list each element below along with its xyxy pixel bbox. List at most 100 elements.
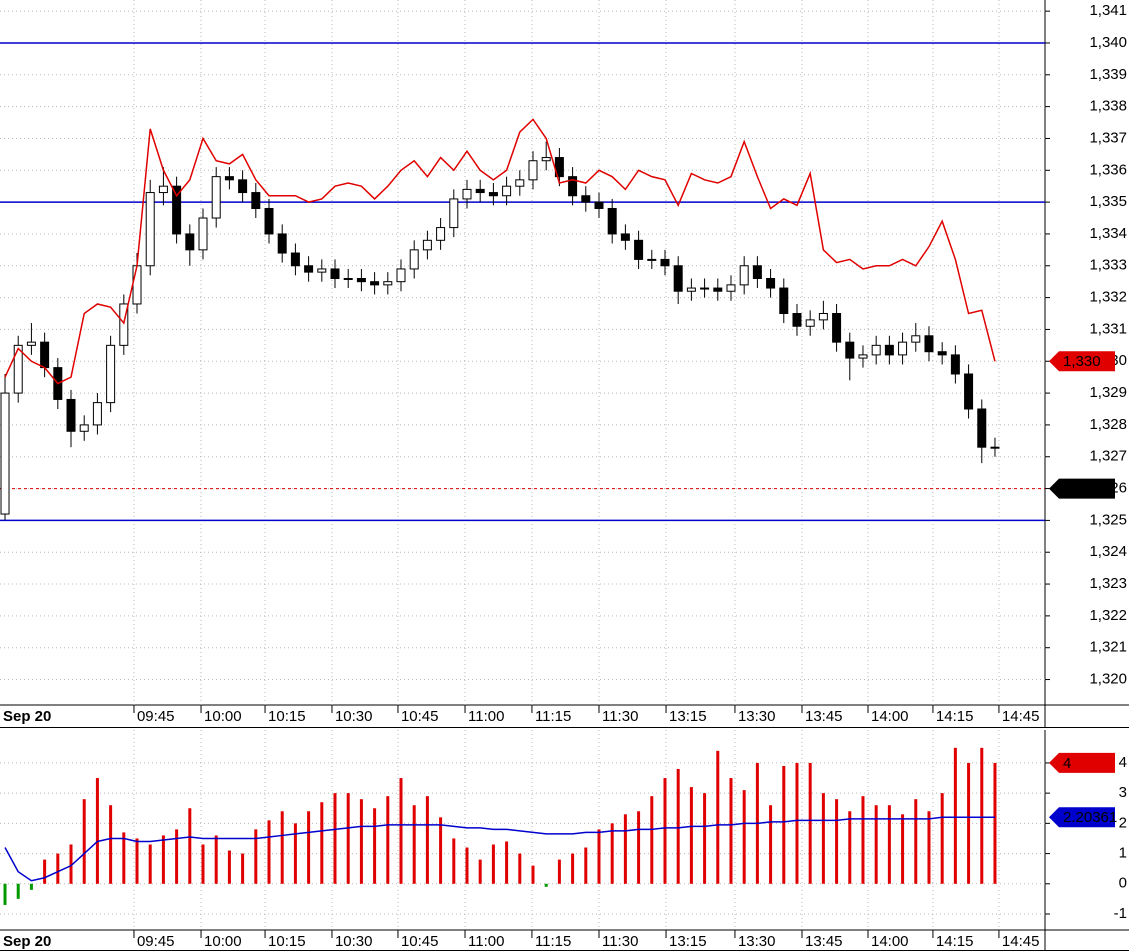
x-tick-label: 10:15: [268, 708, 306, 725]
candle-body: [0, 392, 10, 515]
bar: [201, 844, 205, 884]
bar: [175, 829, 179, 884]
bar: [412, 805, 416, 884]
candle-body: [620, 233, 630, 241]
candle-body: [779, 287, 789, 315]
candle-body: [541, 157, 551, 162]
candle-body: [436, 227, 446, 241]
bar: [676, 768, 680, 884]
x-tick-label: 10:30: [335, 933, 373, 950]
candle-body: [409, 249, 419, 270]
value-flag: [1049, 351, 1115, 372]
bar: [320, 802, 324, 884]
candle-body: [264, 207, 274, 235]
value-flag-label: 1,326: [1063, 481, 1101, 498]
x-tick-label: 13:15: [669, 708, 707, 725]
value-flag: [1049, 752, 1115, 773]
y-tick-label: 1,322: [1089, 607, 1127, 624]
candle-body: [238, 179, 248, 194]
candle-body: [224, 176, 234, 181]
candle-body: [673, 265, 683, 292]
candle-body: [977, 408, 987, 448]
x-tick-label: 09:45: [137, 708, 175, 725]
bar: [967, 762, 971, 884]
value-flag-label: 4: [1063, 755, 1071, 772]
candle-body: [79, 424, 89, 432]
y-tick-label: 1,339: [1089, 66, 1127, 83]
candle-body: [502, 185, 512, 197]
x-tick-label: 11:15: [535, 933, 571, 950]
candle-body: [726, 284, 736, 292]
bar: [795, 762, 799, 884]
bar: [637, 811, 641, 884]
y-tick-label: 1,341: [1089, 2, 1127, 19]
bar: [399, 778, 403, 884]
bar: [478, 859, 482, 884]
candle-body: [251, 192, 261, 209]
candle-body: [766, 277, 776, 289]
bar: [43, 859, 47, 884]
bar: [531, 865, 535, 884]
candle-body: [158, 185, 168, 194]
bar: [293, 823, 297, 884]
bar: [544, 883, 548, 887]
candle-body: [119, 303, 129, 346]
value-flag: [1049, 478, 1115, 499]
candle-body: [871, 344, 881, 356]
bar: [56, 853, 60, 884]
x-tick-label: 11:00: [468, 933, 504, 950]
y-tick-label: 1,327: [1089, 448, 1127, 465]
y-tick-label: 1,336: [1089, 161, 1127, 178]
y-tick-label: 1,320: [1089, 671, 1127, 688]
x-tick-label: 13:45: [805, 708, 843, 725]
bar: [161, 835, 165, 884]
x-tick-label: 10:15: [268, 933, 306, 950]
bar: [887, 805, 891, 884]
bar: [703, 793, 707, 884]
candle-body: [66, 398, 76, 432]
bar: [3, 883, 7, 905]
candle-body: [462, 188, 472, 200]
candle-body: [211, 176, 221, 219]
x-tick-label: 14:00: [871, 933, 909, 950]
bar: [465, 847, 469, 884]
bar: [993, 762, 997, 884]
x-tick-label: 13:45: [805, 933, 843, 950]
x-tick-label: 14:15: [936, 708, 974, 725]
bar: [953, 747, 957, 884]
candle-body: [528, 160, 538, 181]
candle-body: [26, 341, 36, 346]
candle-body: [290, 252, 300, 267]
bar: [914, 799, 918, 884]
bar: [518, 853, 522, 884]
candle-body: [304, 265, 314, 273]
bar: [557, 859, 561, 884]
candle-body: [647, 258, 657, 261]
bar: [663, 778, 667, 884]
candle-body: [858, 354, 868, 359]
candle-body: [950, 354, 960, 375]
x-tick-label: 10:45: [401, 708, 439, 725]
candle-body: [317, 268, 327, 273]
bar: [716, 750, 720, 884]
candle-body: [449, 198, 459, 229]
x-tick-label: 11:30: [602, 708, 638, 725]
y-tick-label: 1,321: [1089, 639, 1127, 656]
candle-body: [475, 188, 485, 194]
bar: [782, 765, 786, 884]
bar: [584, 847, 588, 884]
x-tick-label: 11:30: [602, 933, 638, 950]
x-tick-label: 10:00: [204, 933, 242, 950]
candle-body: [343, 277, 353, 280]
candle-body: [581, 195, 591, 203]
bar: [980, 747, 984, 884]
bar: [425, 796, 429, 884]
candle-body: [92, 402, 102, 426]
candle-body: [713, 287, 723, 292]
candle-body: [132, 265, 142, 305]
bar: [122, 832, 126, 884]
bar: [689, 787, 693, 884]
bar: [373, 808, 377, 884]
candle-body: [686, 287, 696, 292]
